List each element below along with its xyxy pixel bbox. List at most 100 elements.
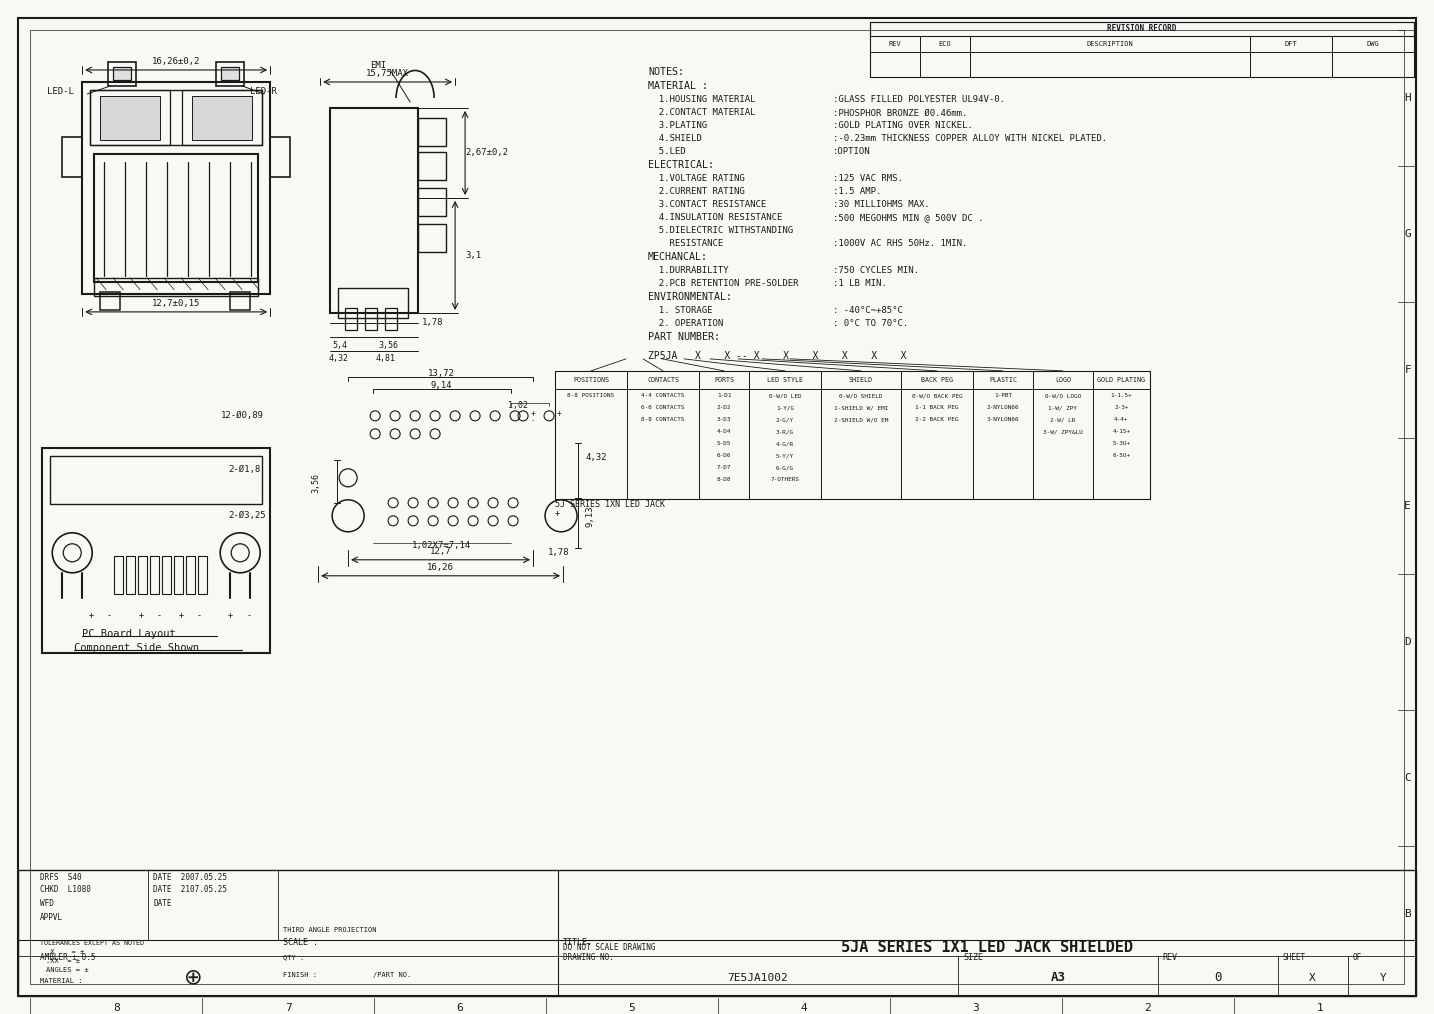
- Text: LED-L: LED-L: [47, 87, 75, 96]
- Text: BACK PEG: BACK PEG: [921, 377, 954, 383]
- Text: :-0.23mm THICKNESS COPPER ALLOY WITH NICKEL PLATED.: :-0.23mm THICKNESS COPPER ALLOY WITH NIC…: [833, 135, 1107, 143]
- Text: 1.DURRABILITY: 1.DURRABILITY: [648, 267, 728, 276]
- Text: B: B: [1404, 909, 1411, 919]
- Bar: [231, 292, 250, 310]
- Text: -: -: [196, 611, 201, 621]
- Bar: [820, 388, 901, 499]
- Bar: [901, 371, 972, 388]
- Bar: [1332, 52, 1414, 77]
- Text: PART NUMBER:: PART NUMBER:: [648, 332, 720, 342]
- Bar: [870, 22, 1414, 35]
- Text: 5,4: 5,4: [333, 342, 347, 351]
- Bar: [126, 556, 135, 594]
- Bar: [62, 137, 82, 176]
- Bar: [95, 154, 258, 282]
- Text: QTY :: QTY :: [282, 954, 304, 960]
- Text: 7-D7: 7-D7: [717, 465, 731, 470]
- Text: :30 MILLIOHMS MAX.: :30 MILLIOHMS MAX.: [833, 201, 929, 210]
- Bar: [820, 371, 901, 388]
- Bar: [1093, 371, 1150, 388]
- Text: :1000V AC RHS 50Hz. 1MIN.: :1000V AC RHS 50Hz. 1MIN.: [833, 239, 968, 248]
- Text: 12,7: 12,7: [430, 548, 452, 557]
- Text: 1-D1: 1-D1: [717, 393, 731, 399]
- Text: 2-G/Y: 2-G/Y: [776, 418, 794, 423]
- Bar: [1250, 52, 1332, 77]
- Text: POSITIONS: POSITIONS: [574, 377, 609, 383]
- Text: DWG: DWG: [1367, 41, 1380, 47]
- Bar: [627, 388, 698, 499]
- Text: /PART NO.: /PART NO.: [373, 971, 412, 977]
- Bar: [419, 152, 446, 179]
- Bar: [182, 90, 262, 145]
- Bar: [50, 456, 262, 504]
- Bar: [217, 62, 244, 86]
- Text: 5: 5: [628, 1003, 635, 1013]
- Text: 2-D2: 2-D2: [717, 406, 731, 411]
- Bar: [1032, 388, 1093, 499]
- Text: :GLASS FILLED POLYESTER UL94V-0.: :GLASS FILLED POLYESTER UL94V-0.: [833, 95, 1005, 104]
- Bar: [555, 371, 627, 388]
- Bar: [921, 35, 969, 52]
- Bar: [192, 96, 252, 140]
- Bar: [870, 52, 921, 77]
- Text: 6-G/G: 6-G/G: [776, 465, 794, 470]
- Text: SHEET: SHEET: [1283, 953, 1306, 962]
- Text: 2-2 BACK PEG: 2-2 BACK PEG: [915, 418, 959, 423]
- Bar: [100, 96, 161, 140]
- Text: 4-G/R: 4-G/R: [776, 441, 794, 446]
- Text: 4.INSULATION RESISTANCE: 4.INSULATION RESISTANCE: [648, 213, 783, 222]
- Text: 9,14: 9,14: [430, 381, 452, 390]
- Text: 3,1: 3,1: [465, 250, 482, 260]
- Text: 1-PBT: 1-PBT: [994, 393, 1012, 399]
- Text: 8-8 CONTACTS: 8-8 CONTACTS: [641, 418, 685, 423]
- Text: +: +: [178, 611, 184, 621]
- Text: 6-6 CONTACTS: 6-6 CONTACTS: [641, 406, 685, 411]
- Text: 2: 2: [1144, 1003, 1152, 1013]
- Text: 8: 8: [113, 1003, 119, 1013]
- Bar: [19, 870, 1415, 996]
- Text: +: +: [138, 611, 143, 621]
- Text: DRFS  S40: DRFS S40: [40, 873, 82, 882]
- Bar: [330, 107, 419, 313]
- Text: 1. STORAGE: 1. STORAGE: [648, 306, 713, 315]
- Text: DFT: DFT: [1285, 41, 1298, 47]
- Text: F: F: [1404, 365, 1411, 375]
- Text: 5.DIELECTRIC WITHSTANDING: 5.DIELECTRIC WITHSTANDING: [648, 226, 793, 235]
- Text: 12,7±0,15: 12,7±0,15: [152, 299, 201, 308]
- Text: DATE  2107.05.25: DATE 2107.05.25: [153, 885, 227, 894]
- Bar: [972, 388, 1032, 499]
- Text: :125 VAC RMS.: :125 VAC RMS.: [833, 174, 903, 184]
- Text: Y: Y: [1380, 972, 1387, 983]
- Text: 4-D4: 4-D4: [717, 429, 731, 434]
- Text: DO NOT SCALE DRAWING: DO NOT SCALE DRAWING: [564, 943, 655, 952]
- Bar: [198, 556, 206, 594]
- Text: 0: 0: [1215, 971, 1222, 985]
- Text: +: +: [89, 611, 93, 621]
- Text: DATE: DATE: [153, 899, 172, 909]
- Text: AMBLER ± 0.5: AMBLER ± 0.5: [40, 953, 96, 962]
- Text: LOGO: LOGO: [1055, 377, 1071, 383]
- Text: 1,02X7=7,14: 1,02X7=7,14: [412, 541, 470, 551]
- Text: 7: 7: [285, 1003, 291, 1013]
- Text: 2.CONTACT MATERIAL: 2.CONTACT MATERIAL: [648, 108, 756, 118]
- Text: 5.LED: 5.LED: [648, 147, 685, 156]
- Text: :PHOSPHOR BRONZE Ø0.46mm.: :PHOSPHOR BRONZE Ø0.46mm.: [833, 108, 968, 118]
- Text: 1-W/ ZPY: 1-W/ ZPY: [1048, 406, 1077, 411]
- Bar: [419, 188, 446, 216]
- Text: 1-1 BACK PEG: 1-1 BACK PEG: [915, 406, 959, 411]
- Text: 1,78: 1,78: [422, 318, 443, 328]
- Bar: [366, 308, 377, 330]
- Text: MATERIAL :: MATERIAL :: [648, 81, 708, 91]
- Bar: [151, 556, 159, 594]
- Text: ZP5JA   X    X -- X    X    X    X    X    X: ZP5JA X X -- X X X X X X: [648, 351, 906, 361]
- Bar: [555, 388, 627, 499]
- Text: 2-Ø3,25: 2-Ø3,25: [228, 511, 265, 520]
- Text: 2,67±0,2: 2,67±0,2: [466, 148, 509, 157]
- Text: 6-5U+: 6-5U+: [1113, 453, 1130, 458]
- Text: 3.CONTACT RESISTANCE: 3.CONTACT RESISTANCE: [648, 201, 766, 210]
- Text: 16,26: 16,26: [427, 564, 455, 572]
- Text: :1.5 AMP.: :1.5 AMP.: [833, 188, 882, 197]
- Text: Component Side Shown: Component Side Shown: [75, 643, 199, 653]
- Text: 2.PCB RETENTION PRE-SOLDER: 2.PCB RETENTION PRE-SOLDER: [648, 280, 799, 288]
- Text: 7-OTHERS: 7-OTHERS: [770, 478, 800, 483]
